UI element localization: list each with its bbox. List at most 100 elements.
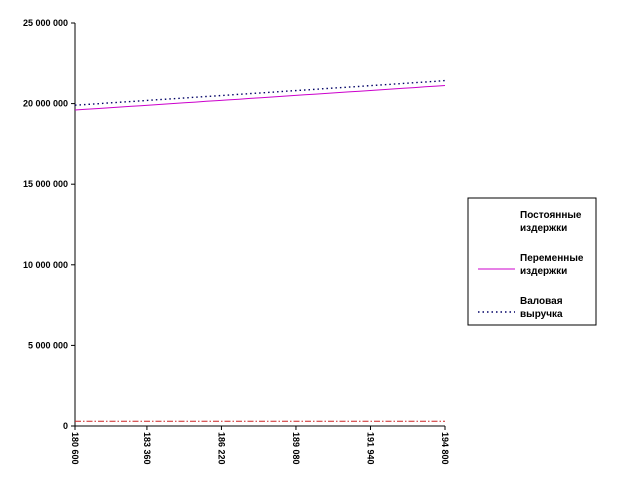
data-point [414,421,415,422]
legend-label: Валовая [520,296,563,307]
data-point [129,421,130,422]
data-point [85,421,86,422]
x-tick-label: 180 600 [70,432,80,465]
data-point [337,92,338,93]
data-point [381,89,382,90]
x-tick-label: 194 800 [440,432,450,465]
data-point [293,90,294,91]
series-lines [74,79,446,422]
data-point [96,103,97,104]
data-point [173,421,174,422]
data-point [195,101,196,102]
y-ticks: 0 5 000 000 10 000 000 15 000 000 20 000 000… [23,18,75,431]
data-point [162,421,163,422]
data-point [326,93,327,94]
y-tick-label: 5 000 000 [28,340,68,350]
data-point [96,421,97,422]
legend-label: Переменные [520,253,584,264]
data-point [370,421,371,422]
data-point [425,81,426,82]
data-point [217,100,218,101]
data-point [315,89,316,90]
data-point [249,421,250,422]
x-tick-label: 183 360 [142,432,152,465]
data-point [315,421,316,422]
x-tick-label: 189 080 [291,432,301,465]
data-point [348,86,349,87]
data-point [425,421,426,422]
data-point [381,421,382,422]
data-point [195,97,196,98]
data-point [206,96,207,97]
data-point [359,421,360,422]
legend-label: издержки [520,223,567,234]
data-point [162,99,163,100]
data-point [392,88,393,89]
data-point [239,421,240,422]
data-point [151,100,152,101]
data-point [96,108,97,109]
data-point [140,421,141,422]
data-point [118,102,119,103]
data-point [74,421,75,422]
data-point [260,92,261,93]
data-point [107,102,108,103]
data-point [444,80,445,81]
data-point [282,91,283,92]
y-tick-label: 20 000 000 [23,99,68,109]
data-point [348,421,349,422]
legend-label: Постоянные [520,210,582,221]
x-ticks: 180 600 183 360 186 220 189 080 191 940 194 8… [70,426,450,465]
data-point [74,105,75,106]
data-point [85,109,86,110]
data-point [304,89,305,90]
data-point [359,86,360,87]
legend-box [467,197,597,326]
data-point [173,98,174,99]
data-point [118,421,119,422]
data-point [118,107,119,108]
data-point [348,91,349,92]
data-point [195,421,196,422]
data-point [129,101,130,102]
data-point [337,87,338,88]
data-point [107,421,108,422]
data-point [271,96,272,97]
legend-label: выручка [520,309,563,320]
data-point [184,102,185,103]
legend: Постоянные издержки Переменные издержки Вало… [467,197,597,326]
data-point [381,84,382,85]
data-point [249,93,250,94]
data-point [271,92,272,93]
data-point [403,88,404,89]
data-point [173,103,174,104]
data-point [403,83,404,84]
data-point [282,96,283,97]
data-point [304,94,305,95]
data-point [228,421,229,422]
data-point [206,421,207,422]
legend-items: Постоянные издержки Переменные издержки Вало… [478,210,584,320]
y-tick-label: 15 000 000 [23,179,68,189]
data-point [326,421,327,422]
data-point [444,85,445,86]
data-point [337,421,338,422]
series-line-2 [74,85,446,111]
data-point [217,421,218,422]
data-point [151,421,152,422]
data-point [392,421,393,422]
data-point [403,421,404,422]
data-point [293,95,294,96]
data-point [217,95,218,96]
data-point [184,97,185,98]
data-point [228,94,229,95]
data-point [326,88,327,89]
plot-area: 0 5 000 000 10 000 000 15 000 000 20 000 000… [23,18,450,465]
data-point [239,94,240,95]
data-point [74,109,75,110]
data-point [425,86,426,87]
data-point [392,84,393,85]
x-tick-label: 186 220 [216,432,226,465]
data-point [85,104,86,105]
